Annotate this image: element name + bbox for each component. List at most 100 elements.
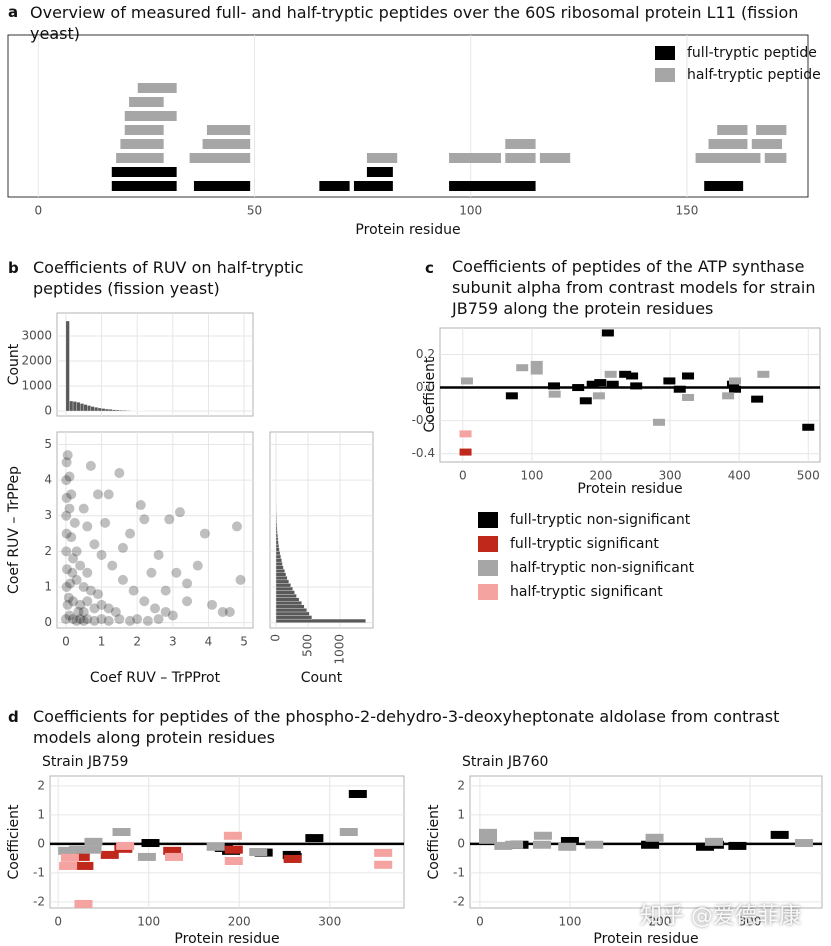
x-tick-label: 200 bbox=[590, 469, 613, 483]
x-tick-label: 100 bbox=[520, 469, 543, 483]
point bbox=[192, 560, 203, 571]
peptide bbox=[708, 139, 748, 149]
histogram-bar bbox=[275, 604, 305, 609]
legend-swatch bbox=[478, 536, 498, 552]
peptide-coefficient bbox=[116, 841, 135, 850]
histogram-bar bbox=[275, 579, 289, 584]
watermark: 知乎 @爱德菲康 bbox=[640, 904, 801, 929]
point bbox=[89, 615, 100, 626]
peptide bbox=[202, 139, 251, 149]
point bbox=[160, 585, 171, 596]
peptide-coefficient bbox=[83, 845, 102, 854]
point bbox=[135, 500, 146, 511]
point bbox=[63, 592, 74, 603]
x-tick-label: 0 bbox=[34, 204, 42, 218]
y-tick-label: 5 bbox=[44, 437, 52, 451]
peptide-coefficient bbox=[505, 392, 518, 400]
histogram-bar bbox=[275, 618, 366, 623]
legend-label: full-tryptic non-significant bbox=[510, 512, 691, 528]
y-tick-label: -0.4 bbox=[412, 446, 435, 460]
histogram-bar bbox=[83, 404, 88, 412]
peptide bbox=[505, 153, 536, 163]
point bbox=[207, 599, 218, 610]
peptide-coefficient bbox=[594, 379, 607, 387]
histogram-bar bbox=[101, 408, 106, 412]
legend-swatch bbox=[478, 584, 498, 600]
peptide bbox=[366, 153, 398, 163]
histogram-bar bbox=[119, 410, 124, 412]
point bbox=[78, 615, 89, 626]
y-tick-label: 0 bbox=[44, 404, 52, 418]
y-tick-label: 3 bbox=[44, 508, 52, 522]
peptide bbox=[111, 181, 177, 191]
peptide-coefficient bbox=[728, 841, 747, 850]
chart-title: Coefficients of RUV on half-tryptic pept… bbox=[33, 258, 304, 298]
x-axis-title: Protein residue bbox=[174, 931, 279, 946]
point bbox=[160, 606, 171, 617]
y-axis-title: Coefficient bbox=[422, 357, 438, 433]
peptide-coefficient bbox=[770, 830, 789, 839]
peptide-coefficient bbox=[163, 846, 182, 855]
peptide-coefficient bbox=[682, 393, 695, 401]
point bbox=[153, 614, 164, 625]
point bbox=[78, 582, 89, 593]
legend-label: full-tryptic peptide bbox=[687, 45, 817, 61]
point bbox=[73, 606, 84, 617]
peptide-coefficient bbox=[572, 384, 585, 392]
histogram-bar bbox=[275, 547, 280, 552]
histogram-bar bbox=[275, 561, 283, 566]
peptide-coefficient bbox=[704, 837, 723, 846]
peptide-coefficient bbox=[533, 840, 552, 849]
peptide bbox=[717, 125, 748, 135]
peptide-coefficient bbox=[84, 837, 103, 846]
y-tick-label: 2000 bbox=[21, 354, 52, 368]
panel-label: c bbox=[425, 259, 434, 277]
point bbox=[217, 606, 228, 617]
x-tick-label: 300 bbox=[318, 915, 341, 929]
point bbox=[153, 549, 164, 560]
point bbox=[61, 457, 72, 468]
histogram-bar bbox=[69, 400, 74, 412]
peptide-coefficient bbox=[663, 377, 676, 385]
histogram-bar bbox=[65, 320, 70, 412]
x-tick-label: 3 bbox=[169, 635, 177, 649]
histogram-bar bbox=[275, 593, 297, 598]
y-tick-label: -0.2 bbox=[412, 413, 435, 427]
peptide-coefficient bbox=[479, 828, 498, 837]
peptide-coefficient bbox=[479, 835, 498, 844]
histogram-bar bbox=[275, 540, 279, 545]
peptide bbox=[695, 153, 761, 163]
histogram-bar bbox=[275, 608, 307, 613]
peptide-coefficient bbox=[729, 385, 742, 393]
peptide-coefficient bbox=[757, 370, 770, 378]
panel-label: a bbox=[8, 3, 19, 21]
point bbox=[199, 528, 210, 539]
point bbox=[78, 503, 89, 514]
histogram-bar bbox=[275, 526, 278, 531]
peptide-coefficient bbox=[592, 392, 605, 400]
peptide-coefficient bbox=[249, 848, 268, 857]
point bbox=[65, 578, 76, 589]
peptide-coefficient bbox=[283, 854, 302, 863]
point bbox=[142, 615, 153, 626]
peptide-coefficient bbox=[59, 861, 78, 870]
point bbox=[66, 532, 77, 543]
peptide bbox=[505, 139, 536, 149]
y-tick-label: 3000 bbox=[21, 329, 52, 343]
y-axis-title: Coefficient bbox=[426, 804, 442, 880]
histogram-bar bbox=[275, 590, 295, 595]
histogram-bar bbox=[275, 558, 282, 563]
point bbox=[71, 574, 82, 585]
peptide bbox=[124, 125, 164, 135]
point bbox=[89, 603, 100, 614]
x-tick-label: 200 bbox=[228, 915, 251, 929]
peptide bbox=[764, 153, 787, 163]
plot-background bbox=[439, 327, 821, 463]
histogram-bar bbox=[275, 601, 302, 605]
point bbox=[96, 549, 107, 560]
peptide-coefficient bbox=[729, 377, 742, 385]
x-axis-title: Protein residue bbox=[593, 931, 698, 946]
chart-title: Coefficients for peptides of the phospho… bbox=[33, 707, 780, 747]
peptide-coefficient bbox=[165, 852, 184, 861]
